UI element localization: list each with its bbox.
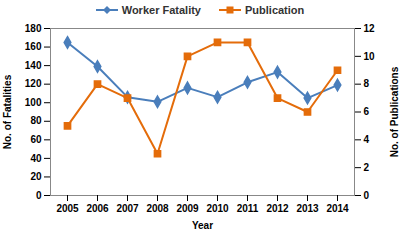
svg-text:2005: 2005 (56, 203, 79, 214)
svg-text:2006: 2006 (86, 203, 109, 214)
svg-text:2009: 2009 (176, 203, 199, 214)
svg-text:10: 10 (364, 51, 376, 62)
svg-text:180: 180 (25, 23, 42, 34)
svg-text:2: 2 (364, 162, 370, 173)
svg-text:2012: 2012 (266, 203, 289, 214)
svg-text:No. of Fatalities: No. of Fatalities (2, 74, 13, 149)
svg-text:140: 140 (25, 60, 42, 71)
svg-text:2013: 2013 (296, 203, 319, 214)
svg-text:20: 20 (30, 171, 42, 182)
html-text:Publication: Publication (245, 4, 305, 16)
svg-text:80: 80 (30, 115, 42, 126)
svg-text:No. of Publications: No. of Publications (389, 66, 400, 157)
html-text:Worker Fatality: Worker Fatality (121, 4, 201, 16)
svg-text:160: 160 (25, 41, 42, 52)
svg-text:2011: 2011 (237, 203, 259, 214)
svg-text:2014: 2014 (326, 203, 349, 214)
svg-text:0: 0 (36, 190, 42, 201)
svg-text:12: 12 (364, 23, 376, 34)
svg-text:Year: Year (192, 220, 213, 231)
svg-text:8: 8 (364, 78, 370, 89)
svg-text:0: 0 (364, 190, 370, 201)
svg-text:6: 6 (364, 106, 370, 117)
svg-text:60: 60 (30, 134, 42, 145)
svg-text:2010: 2010 (206, 203, 229, 214)
svg-text:2008: 2008 (146, 203, 169, 214)
svg-text:40: 40 (30, 153, 42, 164)
svg-text:4: 4 (364, 134, 370, 145)
svg-text:120: 120 (25, 78, 42, 89)
svg-text:2007: 2007 (116, 203, 139, 214)
svg-text:100: 100 (25, 97, 42, 108)
